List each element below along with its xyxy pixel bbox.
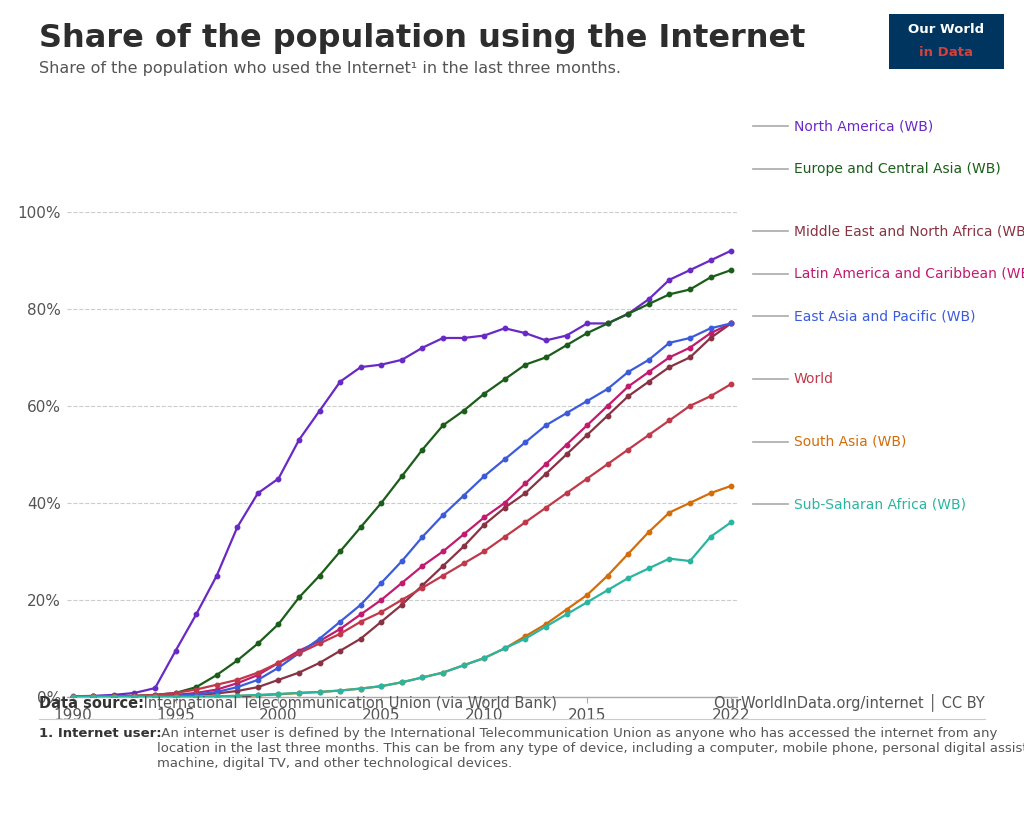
Text: An internet user is defined by the International Telecommunication Union as anyo: An internet user is defined by the Inter… <box>157 727 1024 770</box>
Text: Latin America and Caribbean (WB): Latin America and Caribbean (WB) <box>794 267 1024 281</box>
Text: 1. Internet user:: 1. Internet user: <box>39 727 162 740</box>
Text: Sub-Saharan Africa (WB): Sub-Saharan Africa (WB) <box>794 497 966 512</box>
Text: South Asia (WB): South Asia (WB) <box>794 434 906 449</box>
Text: International Telecommunication Union (via World Bank): International Telecommunication Union (v… <box>139 696 557 711</box>
Text: Share of the population who used the Internet¹ in the last three months.: Share of the population who used the Int… <box>39 61 621 76</box>
Text: East Asia and Pacific (WB): East Asia and Pacific (WB) <box>794 309 975 324</box>
Text: Share of the population using the Internet: Share of the population using the Intern… <box>39 23 805 54</box>
Text: Our World: Our World <box>908 23 984 36</box>
Text: OurWorldInData.org/internet │ CC BY: OurWorldInData.org/internet │ CC BY <box>715 693 985 711</box>
Text: World: World <box>794 372 834 386</box>
Text: Europe and Central Asia (WB): Europe and Central Asia (WB) <box>794 161 1000 176</box>
Text: Data source:: Data source: <box>39 696 144 711</box>
Text: in Data: in Data <box>920 46 973 59</box>
Text: Middle East and North Africa (WB): Middle East and North Africa (WB) <box>794 224 1024 239</box>
Text: North America (WB): North America (WB) <box>794 119 933 134</box>
